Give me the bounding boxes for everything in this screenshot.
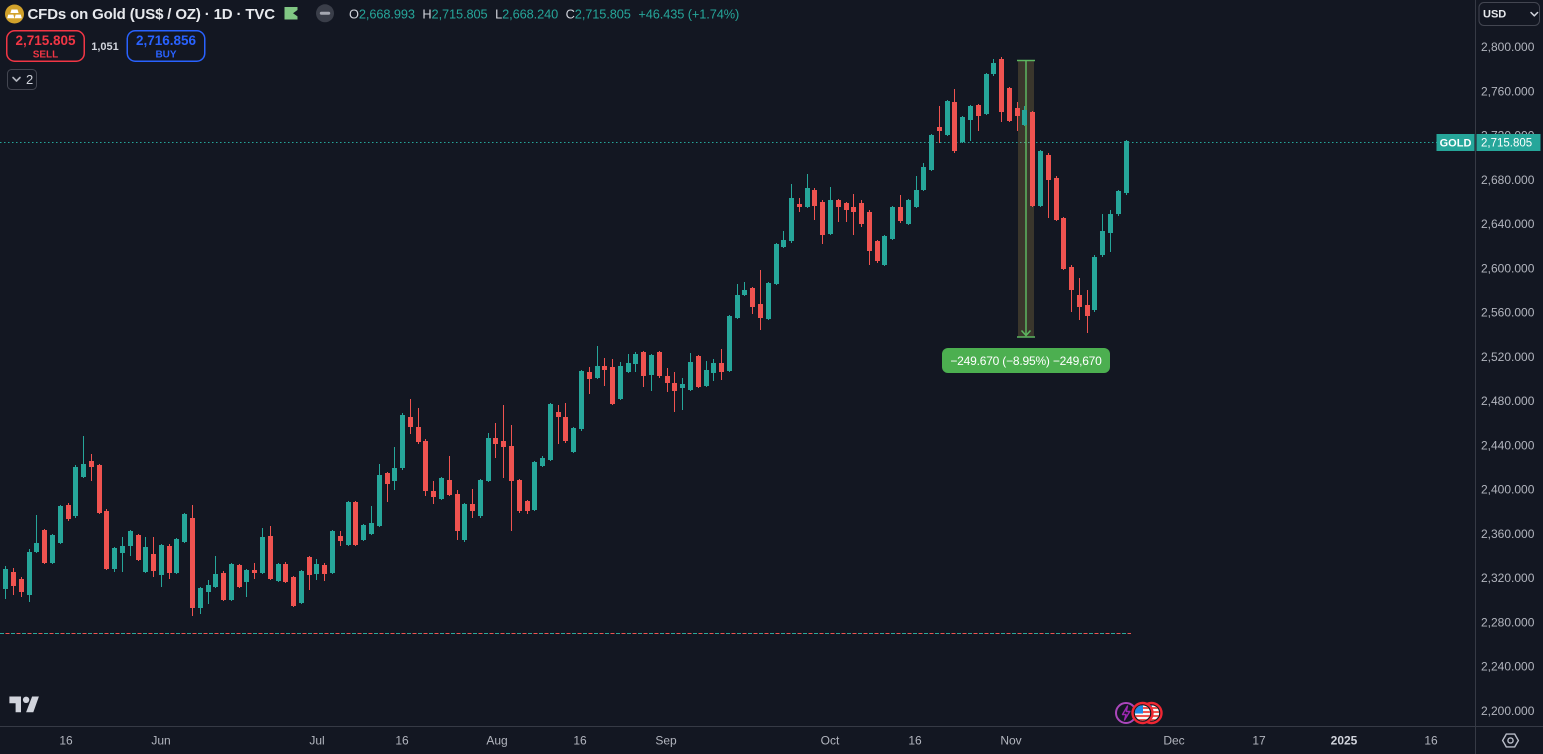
svg-text:2,715.805: 2,715.805 <box>1481 138 1532 150</box>
svg-text:GOLD: GOLD <box>1440 138 1472 150</box>
svg-text:2,715.805: 2,715.805 <box>15 33 76 48</box>
svg-text:Dec: Dec <box>1163 734 1184 748</box>
svg-text:2,360.000: 2,360.000 <box>1481 527 1535 541</box>
svg-text:2,400.000: 2,400.000 <box>1481 483 1535 497</box>
svg-text:2,480.000: 2,480.000 <box>1481 394 1535 408</box>
svg-text:2,240.000: 2,240.000 <box>1481 660 1535 674</box>
svg-text:2,560.000: 2,560.000 <box>1481 306 1535 320</box>
svg-text:USD: USD <box>1483 9 1506 21</box>
svg-text:Jun: Jun <box>151 734 170 748</box>
svg-text:16: 16 <box>59 734 73 748</box>
svg-text:2,800.000: 2,800.000 <box>1481 40 1535 54</box>
svg-text:17: 17 <box>1252 734 1266 748</box>
svg-text:2,440.000: 2,440.000 <box>1481 438 1535 452</box>
svg-text:2,200.000: 2,200.000 <box>1481 704 1535 718</box>
svg-text:2,640.000: 2,640.000 <box>1481 217 1535 231</box>
svg-text:Oct: Oct <box>821 734 840 748</box>
svg-text:16: 16 <box>1424 734 1438 748</box>
svg-text:2,280.000: 2,280.000 <box>1481 615 1535 629</box>
svg-text:Jul: Jul <box>309 734 324 748</box>
svg-text:16: 16 <box>573 734 587 748</box>
svg-text:2: 2 <box>26 72 33 87</box>
svg-text:16: 16 <box>395 734 409 748</box>
svg-text:Aug: Aug <box>486 734 507 748</box>
svg-text:BUY: BUY <box>155 50 176 61</box>
svg-text:2,520.000: 2,520.000 <box>1481 350 1535 364</box>
svg-text:2,680.000: 2,680.000 <box>1481 173 1535 187</box>
svg-text:2,600.000: 2,600.000 <box>1481 261 1535 275</box>
svg-text:SELL: SELL <box>33 50 59 61</box>
svg-text:2,760.000: 2,760.000 <box>1481 84 1535 98</box>
svg-text:Nov: Nov <box>1000 734 1021 748</box>
svg-text:16: 16 <box>908 734 922 748</box>
svg-text:CFDs on Gold (US$ / OZ) · 1D ·: CFDs on Gold (US$ / OZ) · 1D · TVC <box>28 6 276 23</box>
svg-text:−249.670 (−8.95%) −249,670: −249.670 (−8.95%) −249,670 <box>950 354 1102 368</box>
svg-text:2,716.856: 2,716.856 <box>136 33 197 48</box>
svg-text:Sep: Sep <box>655 734 677 748</box>
svg-text:1,051: 1,051 <box>91 41 119 53</box>
svg-text:2,320.000: 2,320.000 <box>1481 571 1535 585</box>
svg-text:2025: 2025 <box>1331 734 1358 748</box>
